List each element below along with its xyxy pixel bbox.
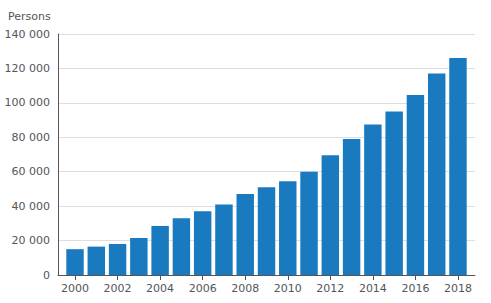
svg-text:0: 0 <box>43 269 50 282</box>
svg-text:140 000: 140 000 <box>5 28 51 41</box>
svg-text:2004: 2004 <box>146 282 174 295</box>
svg-text:2000: 2000 <box>61 282 89 295</box>
svg-text:40 000: 40 000 <box>12 200 51 213</box>
svg-text:2008: 2008 <box>231 282 259 295</box>
svg-text:2016: 2016 <box>401 282 429 295</box>
svg-text:2012: 2012 <box>316 282 344 295</box>
svg-text:2002: 2002 <box>104 282 132 295</box>
svg-text:120 000: 120 000 <box>5 62 51 75</box>
svg-text:Persons: Persons <box>8 10 51 23</box>
svg-text:20 000: 20 000 <box>12 234 51 247</box>
svg-text:2006: 2006 <box>189 282 217 295</box>
svg-text:2010: 2010 <box>274 282 302 295</box>
svg-text:100 000: 100 000 <box>5 96 51 109</box>
svg-text:2018: 2018 <box>444 282 472 295</box>
svg-text:80 000: 80 000 <box>12 131 51 144</box>
svg-text:60 000: 60 000 <box>12 165 51 178</box>
svg-text:2014: 2014 <box>359 282 387 295</box>
